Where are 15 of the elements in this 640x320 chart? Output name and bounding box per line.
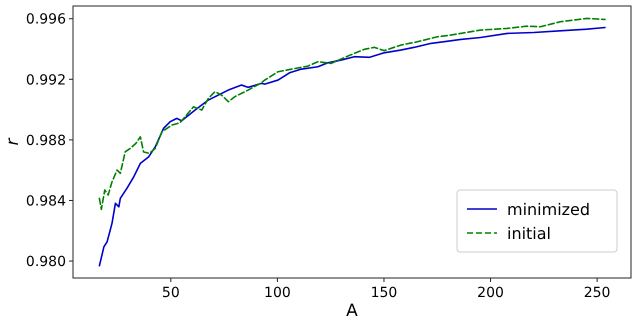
x-axis-title: A: [346, 301, 358, 320]
y-tick-label: 0.984: [26, 193, 66, 210]
line-series: [98, 26, 606, 267]
x-tick-label: 100: [264, 285, 291, 301]
x-tick-label: 50: [162, 285, 180, 301]
y-tick-label: 0.992: [26, 72, 66, 88]
x-tick-label: 200: [477, 285, 504, 301]
y-tick-label: 0.980: [26, 254, 66, 270]
legend-label: initial: [507, 224, 551, 243]
x-tick-label: 150: [370, 285, 398, 301]
y-axis-title: r: [3, 138, 23, 146]
legend-label: minimized: [507, 200, 590, 219]
y-tick-label: 0.988: [26, 132, 66, 149]
x-tick-label: 250: [584, 285, 610, 301]
y-tick-label: 0.996: [26, 12, 66, 28]
